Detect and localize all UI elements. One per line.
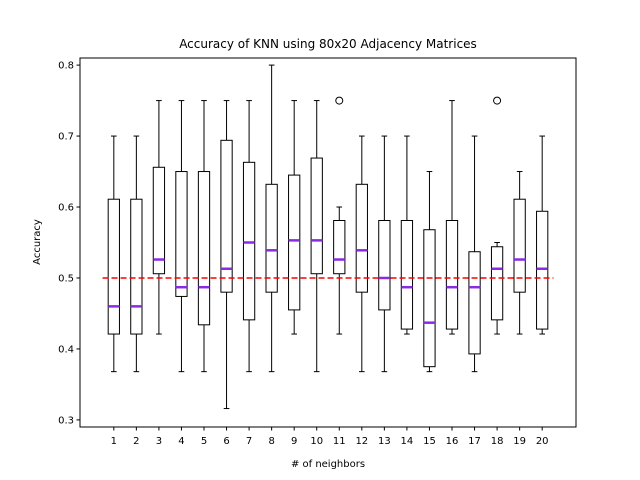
x-tick-label: 1 bbox=[111, 436, 117, 447]
box-iqr bbox=[536, 210, 549, 330]
box-iqr bbox=[513, 198, 526, 293]
box-iqr bbox=[400, 220, 414, 330]
x-tick-label: 8 bbox=[268, 436, 274, 447]
x-tick-label: 12 bbox=[355, 436, 368, 447]
x-tick-label: 6 bbox=[223, 436, 229, 447]
box-iqr bbox=[333, 220, 346, 275]
outlier-point bbox=[335, 96, 344, 105]
plot-frame bbox=[79, 57, 577, 428]
x-tick-label: 10 bbox=[310, 436, 323, 447]
box-iqr bbox=[445, 220, 459, 330]
box-iqr bbox=[220, 139, 233, 293]
box-iqr bbox=[490, 246, 504, 321]
x-tick-label: 2 bbox=[133, 436, 139, 447]
x-tick-label: 14 bbox=[401, 436, 414, 447]
box-iqr bbox=[197, 171, 211, 326]
chart-title: Accuracy of KNN using 80x20 Adjacency Ma… bbox=[179, 37, 477, 51]
y-tick-label: 0.5 bbox=[58, 273, 74, 284]
box-iqr bbox=[265, 183, 278, 293]
x-tick-label: 3 bbox=[156, 436, 162, 447]
box-iqr bbox=[130, 198, 143, 335]
x-tick-label: 9 bbox=[291, 436, 297, 447]
y-tick-label: 0.7 bbox=[58, 132, 74, 143]
box-iqr bbox=[378, 220, 391, 311]
x-tick-label: 5 bbox=[201, 436, 207, 447]
box-iqr bbox=[152, 166, 166, 275]
x-tick-label: 18 bbox=[491, 436, 504, 447]
outlier-point bbox=[493, 96, 502, 105]
x-tick-label: 19 bbox=[513, 436, 526, 447]
plot-area: 0.30.40.50.60.70.81 2 3 4 5 6 7 8 9 10 11 12 13 14 15 1… bbox=[58, 61, 554, 447]
x-tick-label: 13 bbox=[378, 436, 391, 447]
box-iqr bbox=[423, 229, 436, 368]
y-tick-label: 0.4 bbox=[58, 344, 74, 355]
x-tick-label: 20 bbox=[536, 436, 549, 447]
x-tick-label: 4 bbox=[178, 436, 184, 447]
x-tick-label: 7 bbox=[246, 436, 252, 447]
box-iqr bbox=[310, 157, 323, 275]
box-iqr bbox=[355, 183, 368, 293]
box-iqr bbox=[175, 171, 188, 297]
y-tick-label: 0.3 bbox=[58, 415, 74, 426]
x-tick-label: 11 bbox=[333, 436, 346, 447]
y-tick-label: 0.6 bbox=[58, 203, 74, 214]
box-iqr bbox=[242, 161, 256, 321]
x-axis-title: # of neighbors bbox=[291, 459, 365, 470]
x-tick-label: 16 bbox=[446, 436, 459, 447]
x-tick-label: 15 bbox=[423, 436, 436, 447]
box-iqr bbox=[468, 251, 481, 355]
x-tick-label: 17 bbox=[468, 436, 481, 447]
y-axis-title: Accuracy bbox=[32, 219, 43, 265]
box-iqr bbox=[288, 174, 301, 311]
y-tick-label: 0.8 bbox=[58, 61, 74, 72]
box-iqr bbox=[107, 198, 120, 335]
